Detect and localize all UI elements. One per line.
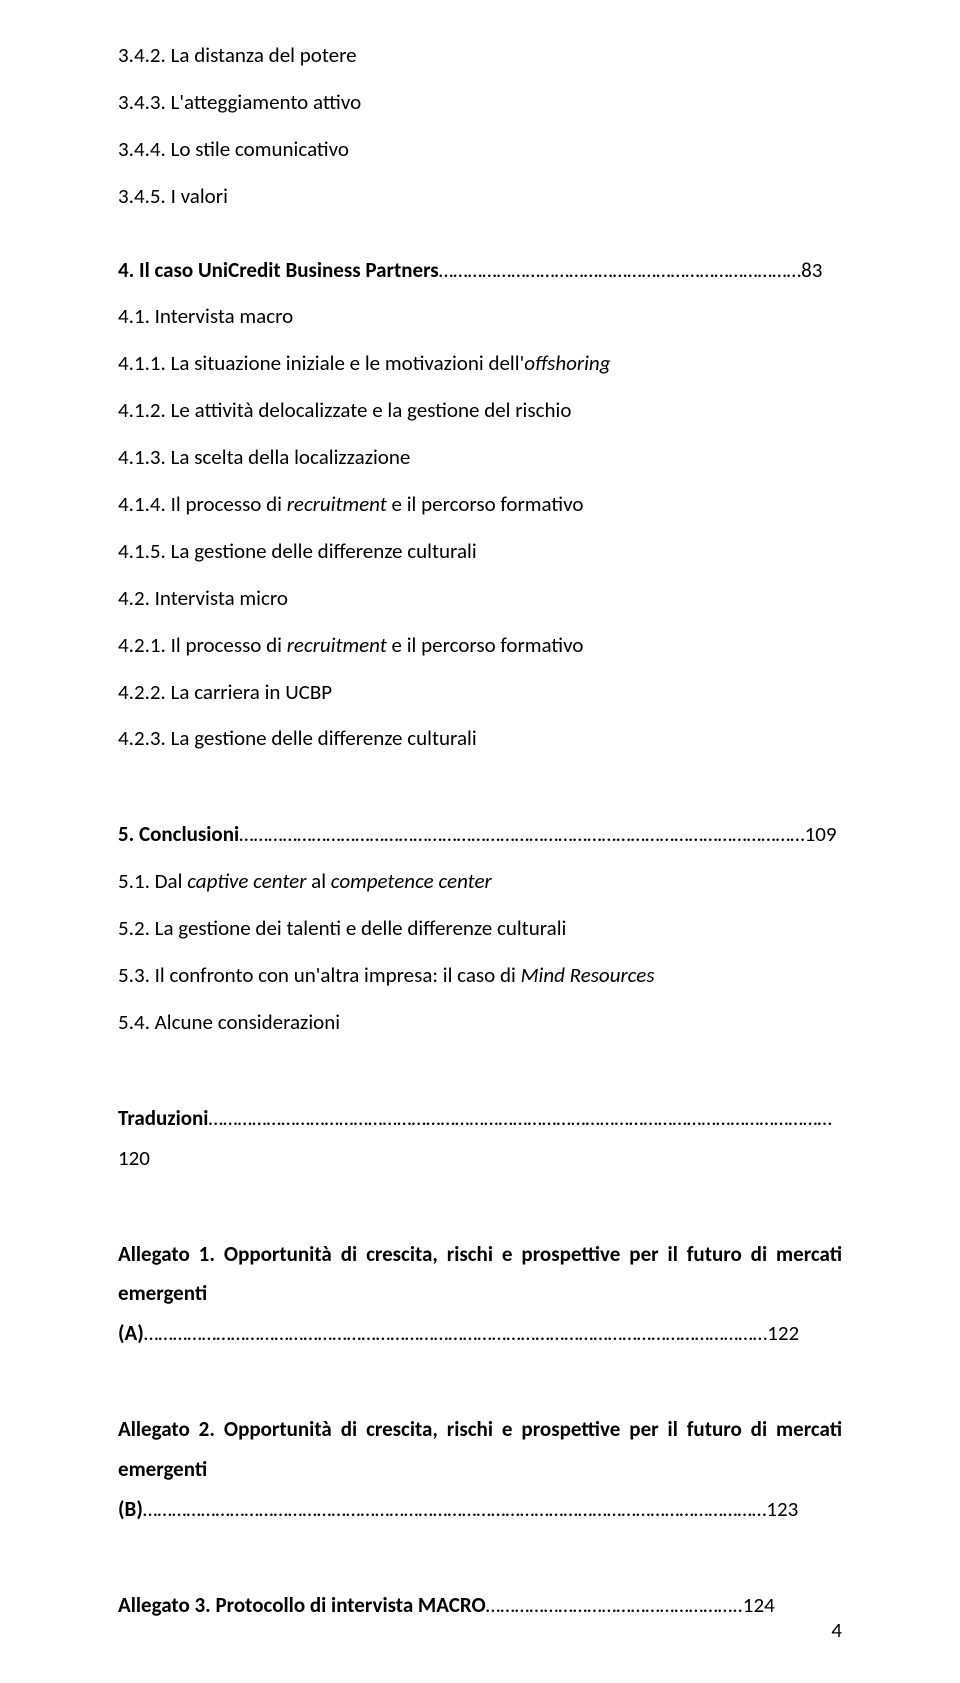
toc-section-label: 4. Il caso UniCredit Business Partners xyxy=(118,257,439,283)
toc-entry: 4.1.2. Le attività delocalizzate e la ge… xyxy=(118,391,842,431)
toc-section-allegato2: Allegato 2. Opportunità di crescita, ris… xyxy=(118,1410,842,1530)
toc-entry: 4.2.3. La gestione delle differenze cult… xyxy=(118,719,842,759)
toc-text: e il percorso formativo xyxy=(387,632,584,658)
toc-italic-term: recruitment xyxy=(287,632,387,658)
toc-entry: 4.1. Intervista macro xyxy=(118,297,842,337)
toc-section-allegato1: Allegato 1. Opportunità di crescita, ris… xyxy=(118,1235,842,1355)
toc-section-label: Traduzioni xyxy=(118,1105,208,1131)
toc-italic-term: Mind Resources xyxy=(521,962,655,988)
toc-text: 4.1.1. La situazione iniziale e le motiv… xyxy=(118,350,524,376)
toc-italic-term: recruitment xyxy=(287,491,387,517)
toc-italic-term: offshoring xyxy=(524,350,610,376)
toc-leader: …………………………………………………………………………………………………………… xyxy=(143,1496,798,1522)
toc-entry: 4.2.2. La carriera in UCBP xyxy=(118,673,842,713)
toc-leader: …………………………………………………………………………………………………………… xyxy=(118,1105,832,1171)
toc-italic-term: competence center xyxy=(331,868,492,894)
toc-entry: 3.4.3. L'atteggiamento attivo xyxy=(118,83,842,123)
toc-leader: …………………………………………………………………83 xyxy=(439,257,823,283)
toc-entry: 5.4. Alcune considerazioni xyxy=(118,1003,842,1043)
toc-leader: ……………………………………………..124 xyxy=(486,1592,775,1618)
toc-entry: 4.1.1. La situazione iniziale e le motiv… xyxy=(118,344,842,384)
toc-entry: 4.1.3. La scelta della localizzazione xyxy=(118,438,842,478)
toc-entry: 4.1.4. Il processo di recruitment e il p… xyxy=(118,485,842,525)
toc-text: al xyxy=(306,868,330,894)
toc-section-label: 5. Conclusioni xyxy=(118,821,239,847)
toc-entry: 5.3. Il confronto con un'altra impresa: … xyxy=(118,956,842,996)
toc-entry: 3.4.4. Lo stile comunicativo xyxy=(118,130,842,170)
toc-text: 5.3. Il confronto con un'altra impresa: … xyxy=(118,962,521,988)
toc-leader: …………………………………………………………………………………………………………… xyxy=(144,1320,799,1346)
page-number: 4 xyxy=(831,1611,842,1651)
toc-entry: 4.2.1. Il processo di recruitment e il p… xyxy=(118,626,842,666)
toc-entry: 4.1.5. La gestione delle differenze cult… xyxy=(118,532,842,572)
document-page: 3.4.2. La distanza del potere 3.4.3. L'a… xyxy=(0,0,960,1683)
toc-entry: 4.2. Intervista micro xyxy=(118,579,842,619)
toc-section-allegato3: Allegato 3. Protocollo di intervista MAC… xyxy=(118,1586,842,1626)
toc-text: 5.1. Dal xyxy=(118,868,187,894)
toc-text: 4.1.4. Il processo di xyxy=(118,491,287,517)
toc-section-label: Allegato 3. Protocollo di intervista MAC… xyxy=(118,1592,486,1618)
toc-section-4: 4. Il caso UniCredit Business Partners……… xyxy=(118,251,842,291)
toc-text: 4.2.1. Il processo di xyxy=(118,632,287,658)
toc-entry: 5.1. Dal captive center al competence ce… xyxy=(118,862,842,902)
toc-section-5: 5. Conclusioni……………………………………………………………………… xyxy=(118,815,842,855)
toc-entry: 3.4.5. I valori xyxy=(118,177,842,217)
toc-italic-term: captive center xyxy=(187,868,306,894)
toc-text: e il percorso formativo xyxy=(387,491,584,517)
toc-entry: 3.4.2. La distanza del potere xyxy=(118,36,842,76)
toc-section-traduzioni: Traduzioni………………………………………………………………………………… xyxy=(118,1099,842,1179)
toc-leader: ………………………………………………………………………………………………………1… xyxy=(239,821,836,847)
toc-entry: 5.2. La gestione dei talenti e delle dif… xyxy=(118,909,842,949)
